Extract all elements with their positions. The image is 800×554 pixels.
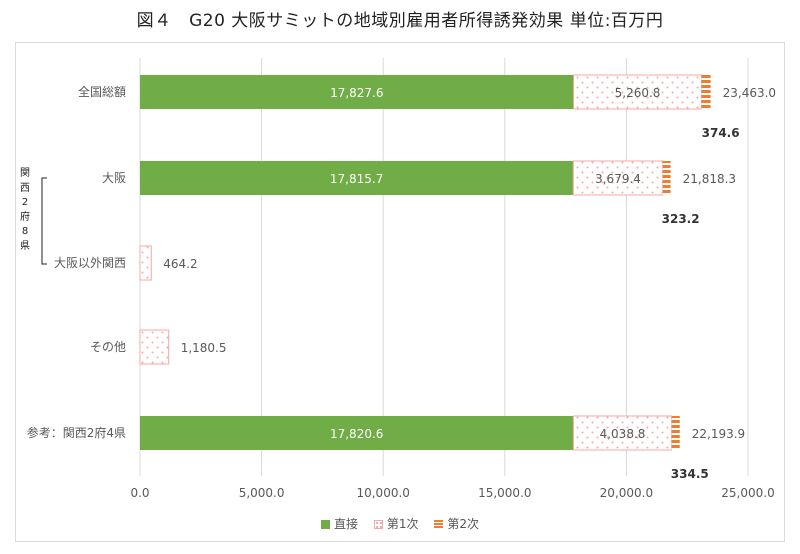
bar-direct — [140, 75, 574, 109]
x-tick-label: 20,000.0 — [600, 486, 653, 500]
data-label-second: 323.2 — [662, 212, 700, 226]
group-bracket — [41, 177, 47, 265]
total-label: 464.2 — [163, 257, 197, 271]
bar-first — [139, 245, 152, 281]
x-tick-label: 25,000.0 — [721, 486, 774, 500]
data-label-second: 374.6 — [702, 126, 740, 140]
data-label-first: 3,679.4 — [595, 172, 641, 186]
data-label-second: 334.5 — [671, 467, 709, 481]
legend-item-direct: 直接 — [321, 515, 358, 532]
bar-direct — [140, 161, 574, 195]
legend-swatch-direct — [321, 520, 331, 529]
bar-first — [139, 329, 170, 365]
chart-legend: 直接 第1次 第2次 — [0, 515, 800, 532]
group-label-char: 8 — [21, 226, 29, 237]
x-tick-label: 10,000.0 — [356, 486, 409, 500]
group-label-char: 府 — [20, 211, 30, 223]
x-tick-label: 15,000.0 — [478, 486, 531, 500]
chart-title: 図４ G20 大阪サミットの地域別雇用者所得誘発効果 単位:百万円 — [136, 11, 664, 31]
group-label-char: 県 — [20, 240, 30, 252]
chart-frame — [15, 42, 785, 542]
group-label-char: 関 — [20, 168, 30, 179]
legend-label: 第2次 — [447, 517, 479, 531]
group-label-char: 西 — [20, 182, 30, 194]
category-label: 大阪以外関西 — [54, 256, 126, 270]
data-label-first: 5,260.8 — [615, 86, 661, 100]
data-label-direct: 17,815.7 — [330, 172, 383, 186]
legend-item-second: 第2次 — [434, 515, 479, 532]
group-label-char: 2 — [21, 197, 29, 208]
total-label: 1,180.5 — [181, 341, 227, 355]
x-tick-label: 0.0 — [130, 486, 149, 500]
legend-swatch-second — [434, 520, 444, 529]
legend-label: 直接 — [334, 517, 359, 531]
bar-second — [671, 416, 680, 450]
category-label: 参考：関西2府4県 — [27, 425, 126, 440]
total-label: 21,818.3 — [683, 172, 736, 186]
legend-item-first: 第1次 — [373, 515, 419, 532]
group-label-kansai: 関 西 2 府 8 県 — [18, 167, 32, 254]
legend-swatch-first — [373, 520, 383, 529]
category-label: その他 — [90, 340, 126, 354]
bar-direct — [140, 416, 574, 450]
total-label: 22,193.9 — [692, 427, 745, 441]
bar-second — [701, 75, 711, 109]
data-label-direct: 17,820.6 — [330, 427, 383, 441]
bar-second — [662, 161, 671, 195]
bar-first — [573, 74, 703, 110]
data-label-first: 4,038.8 — [600, 427, 646, 441]
total-label: 23,463.0 — [723, 86, 776, 100]
category-label: 全国総額 — [78, 84, 126, 99]
legend-label: 第1次 — [386, 517, 419, 531]
x-tick-label: 5,000.0 — [239, 486, 285, 500]
category-label: 大阪 — [102, 171, 126, 185]
data-label-direct: 17,827.6 — [330, 86, 383, 100]
